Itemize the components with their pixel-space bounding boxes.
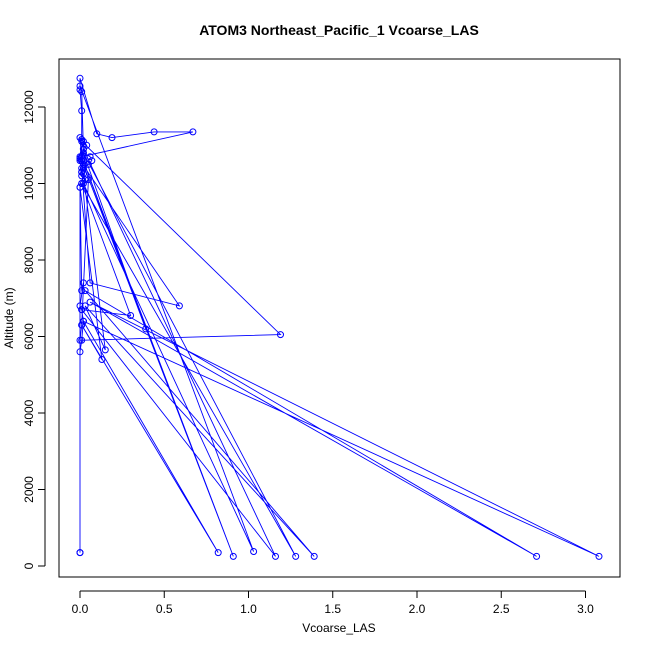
data-point	[310, 552, 318, 560]
y-tick-label: 8000	[22, 246, 36, 273]
series-line	[79, 78, 600, 557]
x-tick-label: 1.0	[240, 602, 257, 616]
data-point	[79, 145, 87, 153]
data-point	[76, 155, 84, 163]
data-point	[79, 279, 87, 287]
data-point	[78, 157, 86, 165]
data-point	[76, 336, 84, 344]
data-point	[76, 348, 84, 356]
data-point	[250, 548, 258, 555]
x-tick-label: 0.0	[72, 602, 89, 616]
data-point	[533, 552, 541, 560]
data-point	[86, 279, 94, 287]
y-axis-label: Altitude (m)	[2, 287, 16, 348]
data-point	[81, 302, 89, 310]
x-ticks: 0.0 0.5 1.0 1.5 2.0 2.5 3.0	[72, 591, 594, 616]
data-point	[84, 176, 92, 184]
data-point	[78, 136, 86, 143]
data-point	[81, 287, 89, 295]
data-point	[78, 137, 86, 145]
data-point	[595, 552, 603, 560]
y-tick-label: 12000	[22, 90, 36, 124]
data-point	[78, 287, 86, 295]
data-point	[272, 552, 279, 560]
y-ticks: 0 2000 4000 6000 8000 10000 12000	[22, 90, 45, 569]
data-point	[108, 134, 116, 142]
data-point	[78, 164, 86, 172]
plot-area	[58, 58, 621, 578]
data-point	[79, 149, 87, 157]
data-point	[76, 183, 84, 191]
data-point	[76, 549, 84, 557]
data-point	[189, 128, 197, 136]
y-tick-label: 4000	[22, 399, 36, 426]
x-tick-label: 1.5	[324, 602, 341, 616]
data-point	[98, 356, 106, 363]
data-point	[93, 130, 101, 138]
y-tick-label: 10000	[22, 166, 36, 200]
x-tick-label: 0.5	[156, 602, 173, 616]
data-point	[78, 172, 86, 180]
x-tick-label: 3.0	[577, 602, 594, 616]
x-axis-label: Vcoarse_LAS	[302, 621, 375, 635]
data-point	[78, 88, 86, 96]
data-point	[229, 552, 237, 560]
data-point	[292, 552, 300, 560]
data-point	[127, 312, 135, 319]
data-point	[142, 325, 150, 333]
y-tick-label: 6000	[22, 323, 36, 350]
data-point	[76, 74, 84, 82]
y-tick-label: 2000	[22, 476, 36, 503]
data-point	[150, 128, 158, 136]
data-point	[78, 107, 86, 115]
data-point	[101, 346, 109, 354]
series-layer	[76, 74, 603, 560]
data-point	[86, 153, 94, 161]
y-tick-label: 0	[22, 562, 36, 569]
data-point	[78, 180, 86, 187]
data-point	[175, 302, 183, 310]
data-point	[84, 160, 92, 168]
x-tick-label: 2.0	[409, 602, 426, 616]
data-point	[214, 549, 222, 557]
chart-title: ATOM3 Northeast_Pacific_1 Vcoarse_LAS	[199, 22, 479, 38]
data-point	[78, 321, 86, 329]
data-point	[76, 86, 84, 94]
data-point	[86, 298, 94, 306]
data-point	[78, 153, 86, 161]
x-tick-label: 2.5	[493, 602, 510, 616]
data-point	[79, 317, 87, 325]
data-point	[76, 134, 84, 142]
data-point	[277, 331, 284, 339]
data-point	[78, 168, 86, 176]
data-point	[76, 302, 84, 310]
